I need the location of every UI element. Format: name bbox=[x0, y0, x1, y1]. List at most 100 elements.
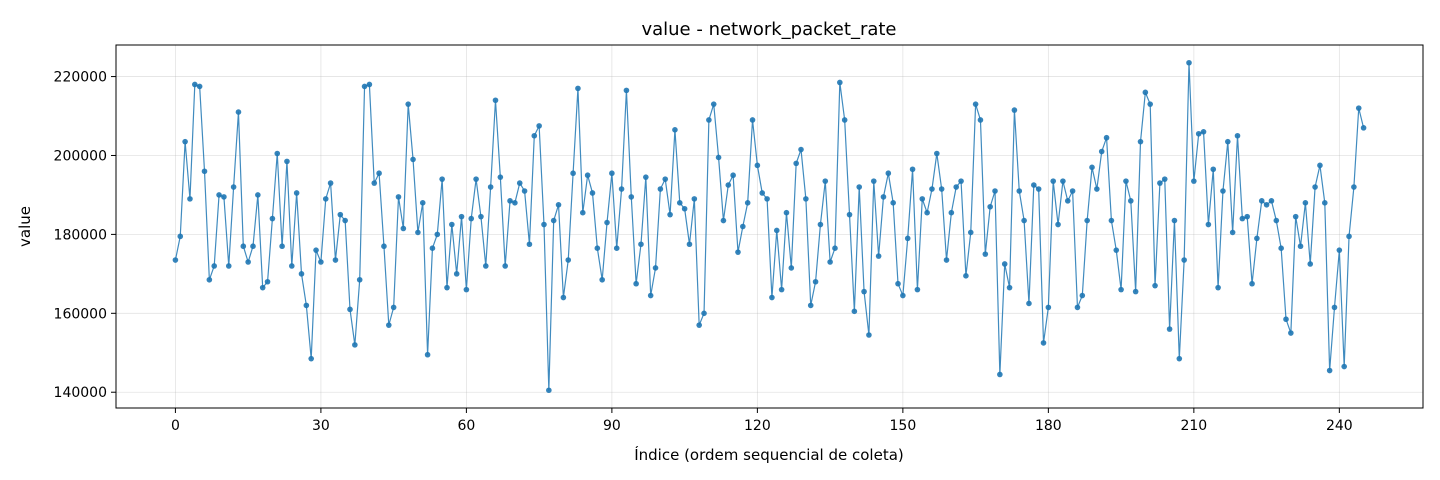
data-point bbox=[424, 351, 431, 358]
data-point bbox=[458, 213, 465, 220]
data-point bbox=[1157, 180, 1163, 186]
data-point bbox=[599, 276, 605, 283]
data-point bbox=[633, 280, 639, 287]
data-point bbox=[1152, 282, 1158, 289]
data-point bbox=[584, 172, 591, 179]
data-point bbox=[1161, 176, 1168, 182]
data-point bbox=[371, 180, 378, 186]
data-point bbox=[555, 202, 562, 208]
data-point bbox=[1229, 229, 1236, 236]
data-point bbox=[938, 186, 945, 192]
data-point bbox=[1118, 286, 1124, 293]
data-point bbox=[541, 221, 547, 228]
data-point bbox=[1317, 162, 1323, 169]
data-point bbox=[225, 263, 232, 269]
data-point bbox=[735, 249, 741, 255]
data-point bbox=[1220, 188, 1226, 194]
data-point bbox=[1045, 304, 1052, 311]
data-point bbox=[1181, 257, 1187, 263]
data-point bbox=[507, 198, 513, 204]
data-point bbox=[963, 273, 969, 279]
data-point bbox=[492, 97, 499, 104]
data-point bbox=[279, 243, 285, 250]
data-point bbox=[851, 308, 858, 315]
data-point bbox=[478, 213, 484, 220]
data-point bbox=[812, 278, 819, 285]
data-point bbox=[579, 209, 586, 216]
data-point bbox=[672, 127, 678, 133]
data-point bbox=[172, 257, 179, 263]
data-point bbox=[405, 101, 412, 107]
data-point bbox=[681, 205, 688, 212]
data-point bbox=[875, 253, 882, 259]
data-point bbox=[1210, 166, 1217, 173]
data-point bbox=[992, 188, 998, 194]
data-point bbox=[245, 259, 251, 265]
data-point bbox=[546, 387, 552, 394]
data-point bbox=[390, 304, 397, 311]
data-point bbox=[502, 263, 508, 269]
data-point bbox=[885, 170, 892, 177]
data-point bbox=[1128, 198, 1134, 204]
data-point bbox=[192, 81, 198, 88]
data-point bbox=[764, 196, 770, 202]
data-point bbox=[967, 229, 974, 236]
data-point bbox=[788, 265, 795, 271]
data-point bbox=[900, 292, 906, 299]
data-point bbox=[1191, 178, 1197, 184]
data-point bbox=[410, 156, 416, 163]
data-point bbox=[235, 109, 242, 115]
data-point bbox=[429, 245, 436, 251]
data-point bbox=[1050, 178, 1057, 184]
data-point bbox=[444, 284, 450, 291]
data-point bbox=[769, 294, 775, 301]
data-point bbox=[919, 196, 926, 202]
data-point bbox=[342, 217, 348, 224]
data-point bbox=[1278, 245, 1284, 251]
data-point bbox=[866, 332, 872, 338]
data-point bbox=[250, 243, 256, 250]
data-point bbox=[381, 243, 387, 250]
data-point bbox=[904, 235, 911, 242]
data-point bbox=[701, 310, 707, 317]
y-tick-label: 200000 bbox=[54, 148, 107, 164]
data-point bbox=[1094, 186, 1100, 192]
data-point bbox=[269, 215, 276, 222]
data-point bbox=[807, 302, 814, 309]
data-point bbox=[880, 194, 887, 200]
data-point bbox=[953, 184, 960, 190]
data-point bbox=[1288, 330, 1294, 336]
data-point bbox=[463, 286, 470, 293]
data-point bbox=[449, 221, 455, 228]
series-layer bbox=[172, 59, 1367, 394]
y-axis-label: value bbox=[16, 206, 34, 247]
data-point bbox=[929, 186, 935, 192]
x-tick-label: 240 bbox=[1326, 418, 1353, 434]
data-point bbox=[1186, 59, 1192, 66]
data-point bbox=[720, 217, 727, 224]
data-point bbox=[1292, 213, 1299, 220]
data-point bbox=[570, 170, 576, 177]
data-point bbox=[419, 200, 426, 206]
data-point bbox=[322, 196, 329, 202]
data-point bbox=[1166, 326, 1173, 332]
data-point bbox=[298, 271, 305, 277]
data-point bbox=[1035, 186, 1042, 192]
data-point bbox=[1307, 261, 1314, 267]
data-point bbox=[754, 162, 761, 169]
data-point bbox=[1239, 215, 1246, 222]
data-point bbox=[909, 166, 916, 173]
data-point bbox=[1258, 198, 1265, 204]
x-tick-label: 120 bbox=[744, 418, 771, 434]
data-point bbox=[997, 371, 1003, 378]
data-point bbox=[1249, 280, 1255, 287]
data-point bbox=[987, 203, 993, 210]
data-point bbox=[313, 247, 319, 253]
x-tick-label: 210 bbox=[1180, 418, 1207, 434]
data-point bbox=[1234, 132, 1241, 139]
data-point bbox=[473, 176, 479, 182]
data-point bbox=[1302, 200, 1309, 206]
data-point bbox=[798, 146, 804, 153]
data-point bbox=[439, 176, 445, 182]
